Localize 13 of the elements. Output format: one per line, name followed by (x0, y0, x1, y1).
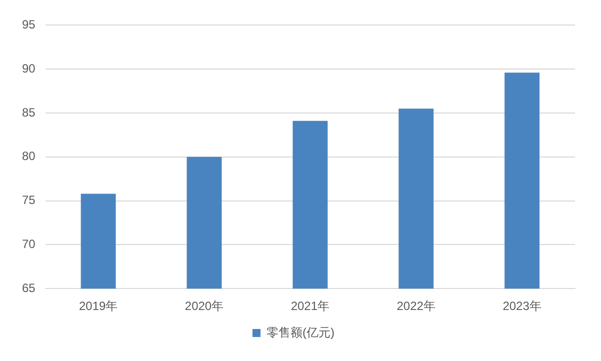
y-tick-label: 85 (22, 105, 36, 120)
y-tick-label: 75 (22, 193, 36, 208)
x-tick-label: 2023年 (502, 299, 542, 314)
y-tick-label: 95 (22, 18, 36, 32)
legend-label: 零售额(亿元) (266, 325, 335, 340)
x-tick-label: 2020年 (184, 299, 224, 314)
x-tick-label: 2019年 (78, 299, 118, 314)
y-tick-label: 65 (22, 280, 36, 295)
x-tick-label: 2022年 (396, 299, 436, 314)
y-tick-label: 80 (22, 149, 36, 164)
x-tick-label: 2021年 (290, 299, 330, 314)
y-tick-label: 90 (22, 61, 36, 76)
y-tick-label: 70 (22, 237, 36, 252)
